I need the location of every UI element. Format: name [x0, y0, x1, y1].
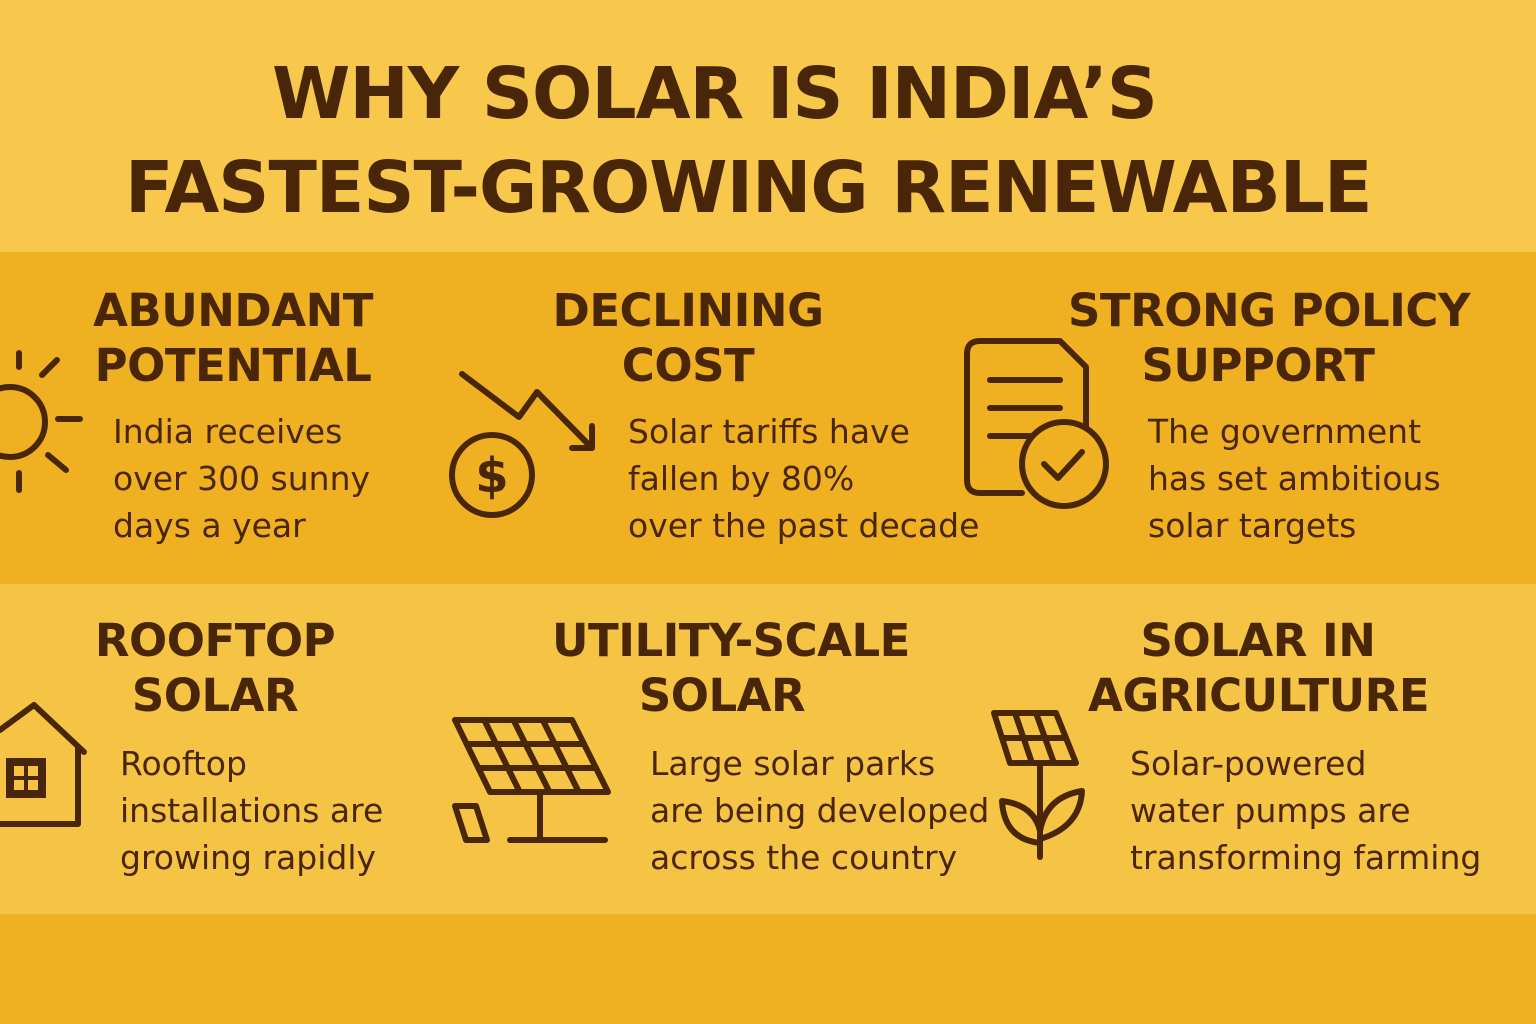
text-line: over 300 sunny [113, 459, 371, 498]
card-heading-abundant-potential: ABUNDANT POTENTIAL [68, 283, 398, 393]
heading-line: SOLAR IN [1140, 614, 1376, 667]
heading-line: COST [621, 339, 755, 392]
text-line: Solar-powered [1130, 744, 1367, 783]
card-text-rooftop-solar: Rooftop installations are growing rapidl… [120, 740, 383, 881]
card-text-abundant-potential: India receives over 300 sunny days a yea… [113, 408, 370, 549]
text-line: are being developed [650, 791, 990, 830]
text-line: solar targets [1148, 506, 1357, 545]
text-line: across the country [650, 838, 958, 877]
heading-line: SOLAR [638, 669, 806, 722]
card-heading-utility-scale-solar: UTILITY-SCALE SOLAR [552, 613, 910, 723]
text-line: fallen by 80% [628, 459, 855, 498]
card-heading-strong-policy-support: STRONG POLICY SUPPORT [1068, 283, 1471, 393]
text-line: water pumps are [1130, 791, 1411, 830]
text-line: days a year [113, 506, 306, 545]
heading-line: POTENTIAL [94, 339, 372, 392]
card-heading-declining-cost: DECLINING COST [538, 283, 838, 393]
text-line: Large solar parks [650, 744, 936, 783]
text-line: growing rapidly [120, 838, 377, 877]
text-line: over the past decade [628, 506, 980, 545]
heading-line: DECLINING [552, 284, 824, 337]
heading-line: AGRICULTURE [1088, 669, 1430, 722]
card-text-solar-in-agriculture: Solar-powered water pumps are transformi… [1130, 740, 1481, 881]
heading-line: STRONG POLICY [1068, 284, 1471, 337]
sun-icon [0, 345, 90, 500]
bottom-band [0, 914, 1536, 1024]
house-icon [0, 700, 90, 830]
text-line: Rooftop [120, 744, 247, 783]
row-band-2 [0, 584, 1536, 914]
card-text-strong-policy-support: The government has set ambitious solar t… [1148, 408, 1441, 549]
solar-plant-icon [990, 705, 1090, 865]
text-line: Solar tariffs have [628, 412, 910, 451]
page-title-line-1: WHY SOLAR IS INDIA’S [272, 52, 1158, 135]
heading-line: SOLAR [131, 669, 299, 722]
heading-line: ABUNDANT [93, 284, 373, 337]
heading-line: ROOFTOP [94, 614, 336, 667]
svg-text:$: $ [475, 448, 508, 504]
row-band-1 [0, 252, 1536, 584]
card-heading-rooftop-solar: ROOFTOP SOLAR [55, 613, 375, 723]
text-line: The government [1148, 412, 1422, 451]
policy-document-icon [962, 336, 1112, 516]
text-line: has set ambitious [1148, 459, 1441, 498]
title-band [0, 0, 1536, 252]
declining-cost-icon: $ [444, 362, 604, 522]
card-text-declining-cost: Solar tariffs have fallen by 80% over th… [628, 408, 979, 549]
heading-line: SUPPORT [1141, 339, 1376, 392]
card-text-utility-scale-solar: Large solar parks are being developed ac… [650, 740, 989, 881]
solar-panel-icon [450, 712, 615, 852]
text-line: installations are [120, 791, 384, 830]
card-heading-solar-in-agriculture: SOLAR IN AGRICULTURE [1088, 613, 1430, 723]
text-line: India receives [113, 412, 343, 451]
text-line: transforming farming [1130, 838, 1482, 877]
page-title-line-2: FASTEST-GROWING RENEWABLE [125, 146, 1372, 229]
heading-line: UTILITY-SCALE [552, 614, 910, 667]
